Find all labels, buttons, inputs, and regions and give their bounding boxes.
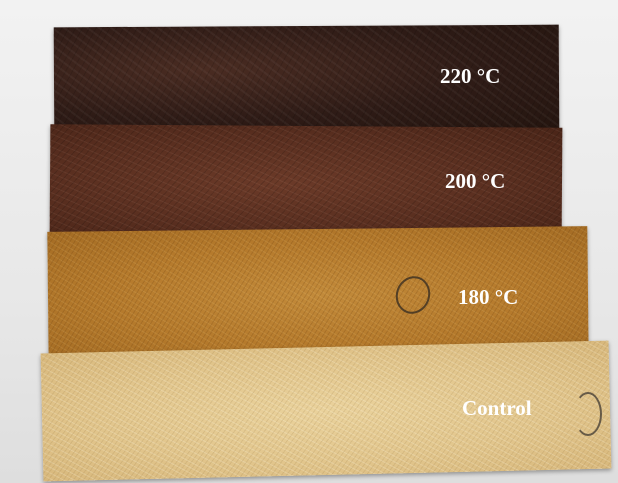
label-220c: 220 °C	[440, 64, 501, 88]
label-control: Control	[462, 396, 532, 420]
label-200c: 200 °C	[445, 169, 506, 193]
marker-circle-control	[574, 392, 602, 436]
label-180c: 180 °C	[458, 285, 519, 309]
